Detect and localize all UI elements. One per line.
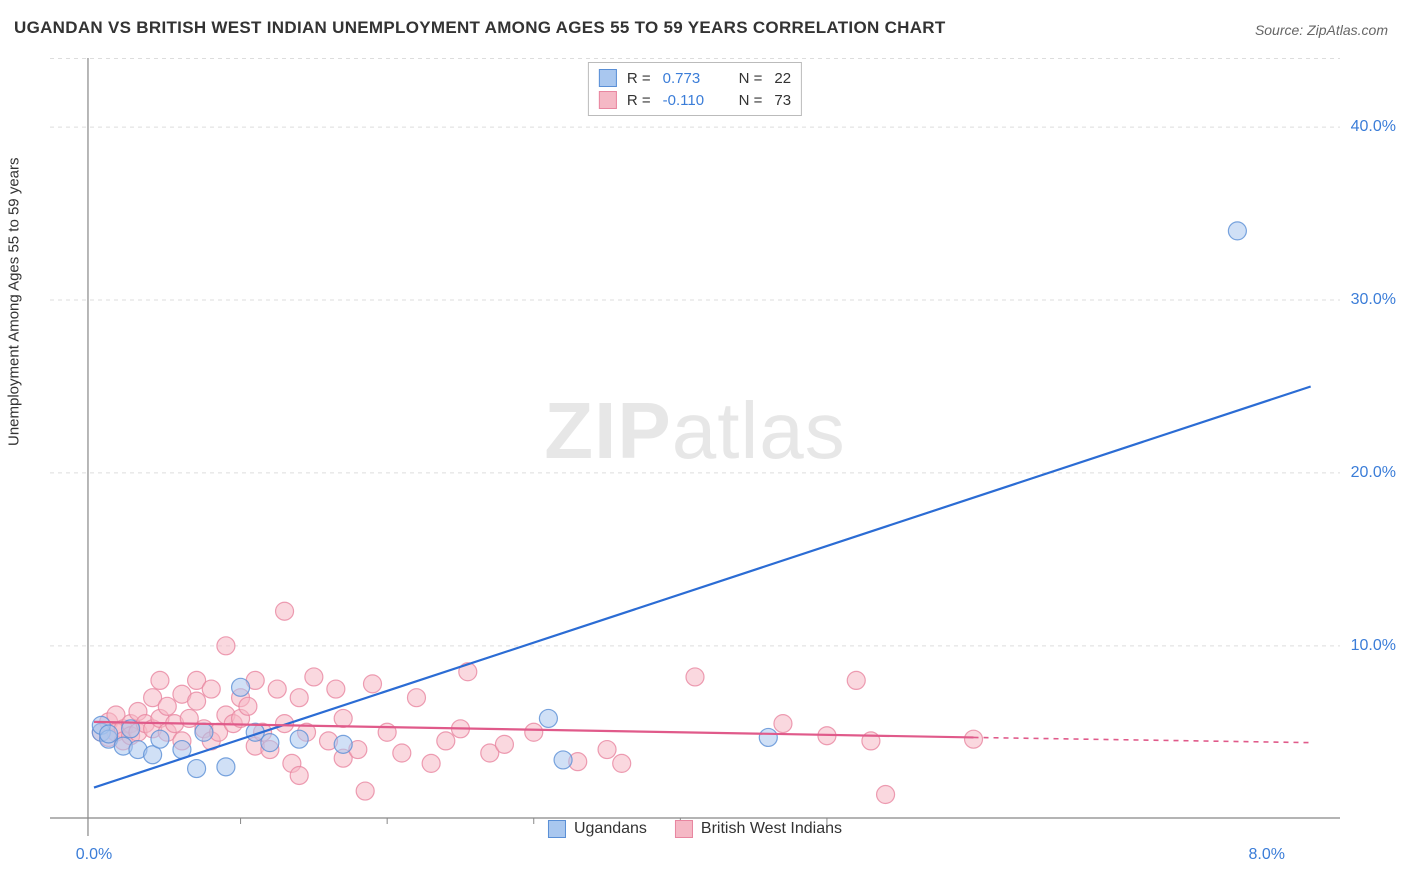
r-label: R = [627, 92, 651, 109]
y-axis-label: Unemployment Among Ages 55 to 59 years [6, 157, 23, 446]
r-label: R = [627, 70, 651, 87]
swatch-pink-icon [599, 91, 617, 109]
chart-container: UGANDAN VS BRITISH WEST INDIAN UNEMPLOYM… [0, 0, 1406, 892]
legend-item-blue: Ugandans [548, 820, 647, 838]
chart-title: UGANDAN VS BRITISH WEST INDIAN UNEMPLOYM… [14, 18, 946, 38]
scatter-svg [50, 58, 1340, 836]
n-value-pink: 73 [774, 92, 791, 109]
stats-row-pink: R = -0.110 N = 73 [599, 89, 791, 111]
y-tick-label: 40.0% [1351, 118, 1396, 136]
x-tick-label: 0.0% [76, 846, 112, 864]
y-tick-label: 30.0% [1351, 291, 1396, 309]
y-tick-label: 20.0% [1351, 464, 1396, 482]
stats-legend: R = 0.773 N = 22 R = -0.110 N = 73 [588, 62, 802, 116]
n-label: N = [739, 92, 763, 109]
series-legend: Ugandans British West Indians [548, 820, 842, 838]
r-value-blue: 0.773 [663, 70, 719, 87]
n-value-blue: 22 [774, 70, 791, 87]
legend-label-blue: Ugandans [574, 820, 647, 838]
r-value-pink: -0.110 [663, 92, 719, 109]
legend-label-pink: British West Indians [701, 820, 842, 838]
swatch-blue-icon [599, 69, 617, 87]
swatch-blue-icon [548, 820, 566, 838]
swatch-pink-icon [675, 820, 693, 838]
stats-row-blue: R = 0.773 N = 22 [599, 67, 791, 89]
x-tick-label: 8.0% [1248, 846, 1284, 864]
legend-item-pink: British West Indians [675, 820, 842, 838]
source-label: Source: ZipAtlas.com [1255, 22, 1388, 38]
y-tick-label: 10.0% [1351, 637, 1396, 655]
n-label: N = [739, 70, 763, 87]
plot-area: ZIPatlas R = 0.773 N = 22 R = -0.110 N =… [50, 58, 1340, 836]
